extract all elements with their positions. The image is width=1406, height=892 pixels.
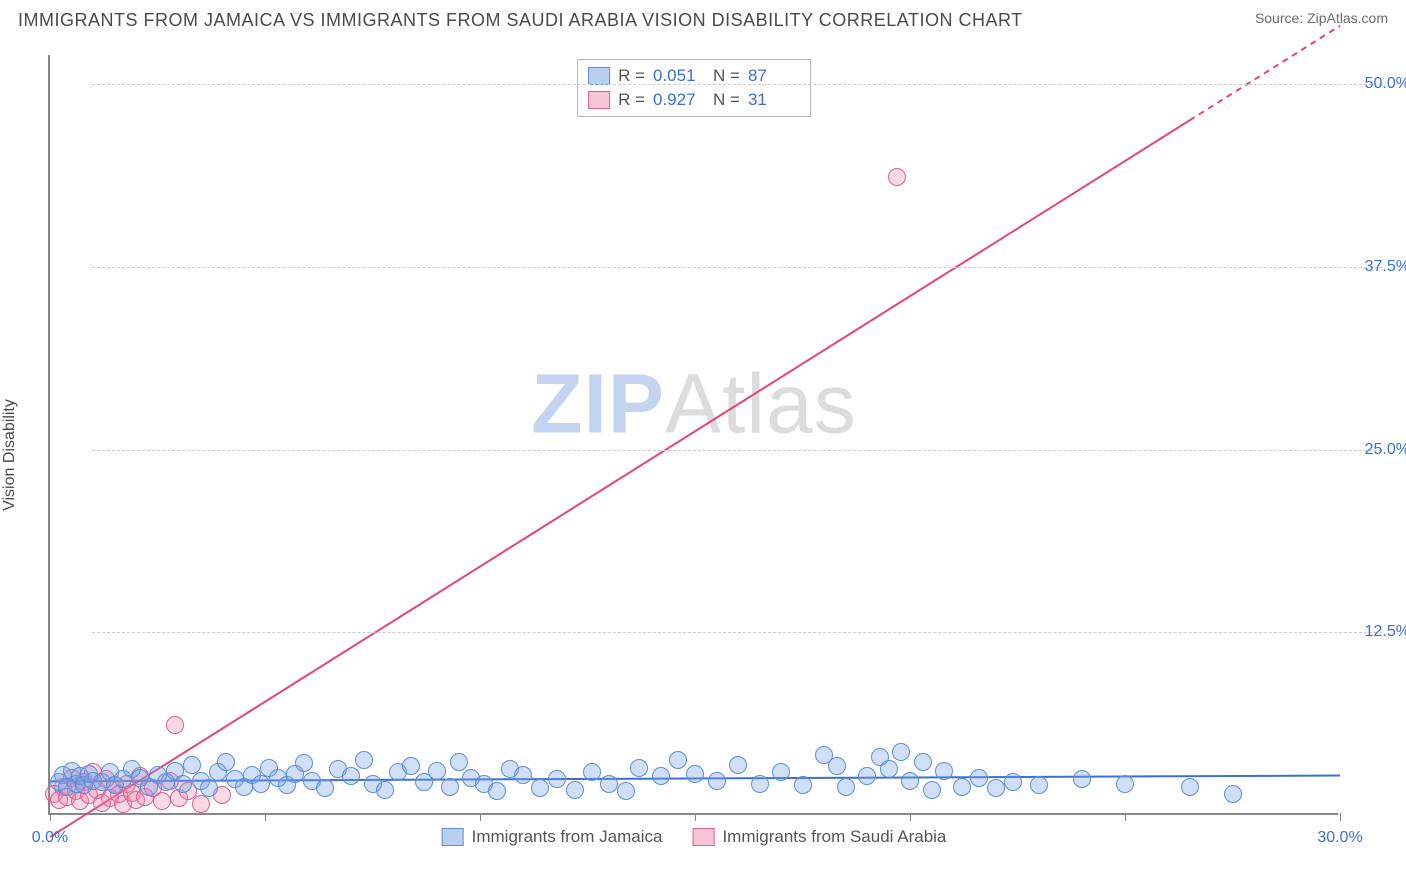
data-point-jamaica — [953, 778, 971, 796]
data-point-jamaica — [428, 762, 446, 780]
swatch-jamaica-icon — [588, 67, 610, 85]
r-value-jamaica: 0.051 — [653, 66, 705, 86]
source-prefix: Source: — [1255, 10, 1307, 26]
legend-stats: R = 0.051 N = 87 R = 0.927 N = 31 — [577, 59, 811, 117]
data-point-jamaica — [617, 782, 635, 800]
data-point-saudi — [192, 795, 210, 813]
chart-title: IMMIGRANTS FROM JAMAICA VS IMMIGRANTS FR… — [18, 10, 1023, 31]
data-point-jamaica — [1073, 770, 1091, 788]
data-point-jamaica — [914, 753, 932, 771]
data-point-jamaica — [858, 767, 876, 785]
data-point-jamaica — [751, 775, 769, 793]
data-point-jamaica — [1224, 785, 1242, 803]
data-point-jamaica — [669, 751, 687, 769]
gridline — [92, 84, 1382, 85]
data-point-jamaica — [441, 778, 459, 796]
n-label: N = — [713, 90, 740, 110]
data-point-jamaica — [729, 756, 747, 774]
data-point-jamaica — [923, 781, 941, 799]
gridline — [92, 632, 1382, 633]
swatch-saudi-icon — [588, 91, 610, 109]
data-point-jamaica — [1116, 775, 1134, 793]
scatter-plot: ZIPAtlas R = 0.051 N = 87 R = 0.927 N = … — [48, 55, 1338, 815]
r-label: R = — [618, 90, 645, 110]
data-point-jamaica — [295, 754, 313, 772]
data-point-jamaica — [1030, 776, 1048, 794]
chart-header: IMMIGRANTS FROM JAMAICA VS IMMIGRANTS FR… — [0, 0, 1406, 40]
data-point-jamaica — [970, 769, 988, 787]
data-point-saudi — [166, 716, 184, 734]
data-point-jamaica — [652, 767, 670, 785]
n-label: N = — [713, 66, 740, 86]
ytick-label: 50.0% — [1365, 75, 1406, 93]
data-point-jamaica — [600, 775, 618, 793]
xtick — [50, 813, 51, 821]
data-point-jamaica — [1004, 773, 1022, 791]
gridline — [92, 267, 1382, 268]
xtick — [480, 813, 481, 821]
r-label: R = — [618, 66, 645, 86]
data-point-jamaica — [1181, 778, 1199, 796]
data-point-jamaica — [548, 770, 566, 788]
swatch-saudi-icon — [692, 828, 714, 846]
data-point-jamaica — [837, 778, 855, 796]
legend-series: Immigrants from Jamaica Immigrants from … — [442, 827, 947, 847]
xtick — [1125, 813, 1126, 821]
xtick — [265, 813, 266, 821]
data-point-jamaica — [772, 763, 790, 781]
data-point-jamaica — [686, 765, 704, 783]
xtick — [910, 813, 911, 821]
xtick — [1340, 813, 1341, 821]
ytick-label: 37.5% — [1365, 258, 1406, 276]
legend-item-jamaica: Immigrants from Jamaica — [442, 827, 663, 847]
data-point-jamaica — [531, 779, 549, 797]
data-point-jamaica — [901, 772, 919, 790]
data-point-jamaica — [708, 772, 726, 790]
source-name: ZipAtlas.com — [1307, 10, 1388, 26]
xtick-label: 30.0% — [1317, 829, 1362, 847]
data-point-jamaica — [355, 751, 373, 769]
legend-stats-row-saudi: R = 0.927 N = 31 — [588, 88, 800, 112]
data-point-jamaica — [892, 743, 910, 761]
data-point-jamaica — [450, 753, 468, 771]
y-axis-label: Vision Disability — [1, 399, 19, 511]
swatch-jamaica-icon — [442, 828, 464, 846]
data-point-jamaica — [342, 767, 360, 785]
data-point-jamaica — [987, 779, 1005, 797]
ytick-label: 12.5% — [1365, 623, 1406, 641]
data-point-jamaica — [566, 781, 584, 799]
data-point-saudi — [888, 168, 906, 186]
regression-lines-layer — [50, 55, 1338, 813]
data-point-jamaica — [828, 757, 846, 775]
gridline — [92, 450, 1382, 451]
data-point-jamaica — [935, 762, 953, 780]
n-value-jamaica: 87 — [748, 66, 800, 86]
data-point-jamaica — [583, 763, 601, 781]
data-point-jamaica — [174, 775, 192, 793]
data-point-saudi — [153, 792, 171, 810]
data-point-jamaica — [488, 782, 506, 800]
source-attribution: Source: ZipAtlas.com — [1255, 10, 1388, 26]
legend-label-saudi: Immigrants from Saudi Arabia — [722, 827, 946, 847]
xtick-label: 0.0% — [32, 829, 68, 847]
data-point-jamaica — [880, 760, 898, 778]
data-point-jamaica — [630, 759, 648, 777]
data-point-jamaica — [316, 779, 334, 797]
n-value-saudi: 31 — [748, 90, 800, 110]
legend-label-jamaica: Immigrants from Jamaica — [472, 827, 663, 847]
r-value-saudi: 0.927 — [653, 90, 705, 110]
data-point-jamaica — [402, 757, 420, 775]
data-point-jamaica — [252, 775, 270, 793]
data-point-jamaica — [514, 766, 532, 784]
xtick — [695, 813, 696, 821]
data-point-jamaica — [217, 753, 235, 771]
ytick-label: 25.0% — [1365, 441, 1406, 459]
legend-item-saudi: Immigrants from Saudi Arabia — [692, 827, 946, 847]
data-point-jamaica — [794, 776, 812, 794]
data-point-jamaica — [200, 779, 218, 797]
data-point-jamaica — [376, 781, 394, 799]
